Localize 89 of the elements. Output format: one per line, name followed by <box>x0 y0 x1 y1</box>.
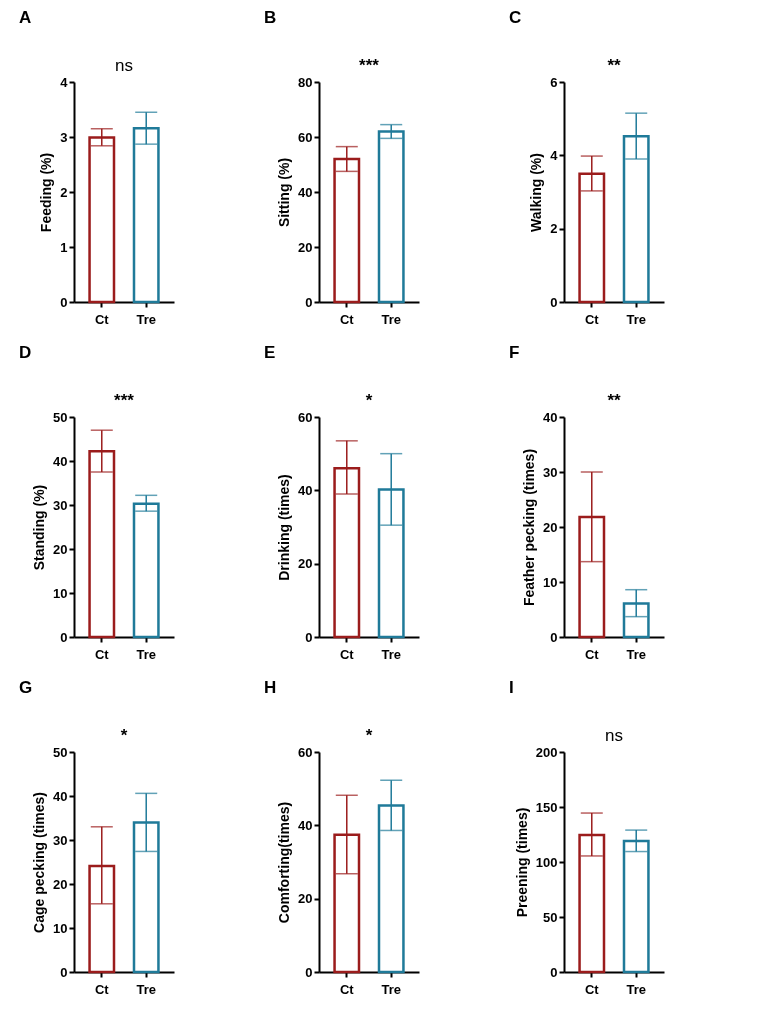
y-tick-label: 20 <box>298 891 313 907</box>
x-tick-label: Tre <box>381 311 401 327</box>
chart-title: G <box>19 678 33 697</box>
y-tick-label: 30 <box>53 497 68 513</box>
x-tick-label: Tre <box>626 646 646 662</box>
y-tick-label: 0 <box>305 294 313 310</box>
y-tick-label: 3 <box>60 129 68 145</box>
x-tick-label: Tre <box>381 981 401 997</box>
y-tick-label: 40 <box>298 482 313 498</box>
y-tick-label: 1 <box>60 239 68 255</box>
y-tick-label: 10 <box>543 574 558 590</box>
x-tick-label: Tre <box>626 311 646 327</box>
y-tick-label: 10 <box>53 585 68 601</box>
x-tick-label: Tre <box>136 311 156 327</box>
y-tick-label: 20 <box>53 541 68 557</box>
x-tick-label: Ct <box>339 981 355 997</box>
y-axis-title: Cage pecking (times) <box>31 792 48 933</box>
text: * <box>365 726 373 745</box>
y-tick-label: 4 <box>60 74 69 90</box>
y-tick-label: 50 <box>53 744 68 760</box>
text: * <box>120 726 128 745</box>
text: ** <box>607 56 621 75</box>
y-axis-title: Standing (%) <box>31 484 48 571</box>
y-tick-label: 6 <box>550 74 558 90</box>
y-tick-label: 20 <box>298 556 313 572</box>
y-axis-title: Feather pecking (times) <box>521 448 538 607</box>
text: ns <box>605 726 623 745</box>
chart-title: D <box>19 343 32 362</box>
y-tick-label: 2 <box>60 184 68 200</box>
x-tick-label: Tre <box>136 646 156 662</box>
x-tick-label: Ct <box>339 311 355 327</box>
y-tick-label: 4 <box>550 147 559 163</box>
y-axis-title: Sitting (%) <box>276 157 293 228</box>
y-tick-label: 60 <box>298 129 313 145</box>
y-tick-label: 30 <box>543 464 558 480</box>
x-tick-label: Tre <box>381 646 401 662</box>
y-tick-label: 100 <box>535 854 558 870</box>
y-tick-label: 0 <box>550 629 558 645</box>
text: *** <box>359 56 380 75</box>
y-tick-label: 60 <box>298 409 313 425</box>
y-axis-title: Preening (times) <box>513 807 530 918</box>
y-tick-label: 150 <box>535 799 558 815</box>
chart-title: C <box>509 8 522 27</box>
y-tick-label: 0 <box>60 964 68 980</box>
y-tick-label: 80 <box>298 74 313 90</box>
y-tick-label: 20 <box>543 519 558 535</box>
y-axis-title: Feeding (%) <box>38 152 55 233</box>
x-tick-label: Tre <box>136 981 156 997</box>
y-tick-label: 50 <box>53 409 68 425</box>
y-tick-label: 40 <box>53 453 68 469</box>
chart-title: A <box>19 8 32 27</box>
x-tick-label: Ct <box>584 981 600 997</box>
y-tick-label: 20 <box>53 876 68 892</box>
y-tick-label: 60 <box>298 744 313 760</box>
x-tick-label: Ct <box>94 646 110 662</box>
y-tick-label: 40 <box>298 817 313 833</box>
y-tick-label: 0 <box>60 629 68 645</box>
text: ns <box>115 56 133 75</box>
y-tick-label: 0 <box>305 629 313 645</box>
chart-title: H <box>264 678 277 697</box>
x-tick-label: Ct <box>584 311 600 327</box>
y-tick-label: 0 <box>550 964 558 980</box>
chart-title: B <box>264 8 277 27</box>
chart-title: F <box>509 343 520 362</box>
y-tick-label: 0 <box>550 294 558 310</box>
text: * <box>365 391 373 410</box>
x-tick-label: Ct <box>339 646 355 662</box>
x-tick-label: Ct <box>584 646 600 662</box>
y-tick-label: 40 <box>543 409 558 425</box>
text: ** <box>607 391 621 410</box>
y-tick-label: 40 <box>298 184 313 200</box>
x-tick-label: Tre <box>626 981 646 997</box>
y-tick-label: 30 <box>53 832 68 848</box>
y-tick-label: 10 <box>53 920 68 936</box>
y-tick-label: 0 <box>60 294 68 310</box>
y-axis-title: Drinking (times) <box>276 474 293 581</box>
chart-title: E <box>264 343 276 362</box>
chart-title: I <box>509 678 514 697</box>
y-axis-title: Walking (%) <box>528 153 545 232</box>
x-tick-label: Ct <box>94 311 110 327</box>
y-tick-label: 2 <box>550 221 558 237</box>
y-tick-label: 40 <box>53 788 68 804</box>
y-tick-label: 20 <box>298 239 313 255</box>
y-tick-label: 50 <box>543 909 558 925</box>
x-tick-label: Ct <box>94 981 110 997</box>
y-tick-label: 0 <box>305 964 313 980</box>
y-axis-title: Comforting(times) <box>276 801 293 924</box>
text: *** <box>114 391 135 410</box>
y-tick-label: 200 <box>535 744 558 760</box>
